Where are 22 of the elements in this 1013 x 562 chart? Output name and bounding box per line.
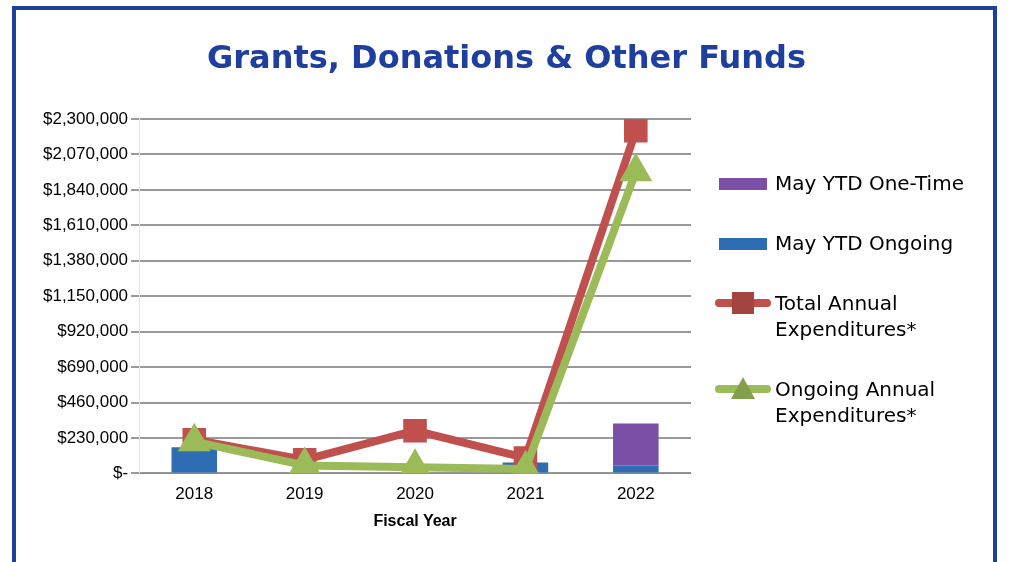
y-tick-label: $1,840,000 <box>42 179 129 199</box>
y-tick-label: $230,000 <box>57 427 129 447</box>
y-tick-label: $2,070,000 <box>42 144 129 164</box>
y-tick-label: $1,150,000 <box>42 285 129 305</box>
legend-label: May YTD One-Time <box>775 170 964 196</box>
y-tick-label: $2,300,000 <box>42 108 129 128</box>
legend-label: Ongoing Annual Expenditures* <box>775 376 937 428</box>
x-axis-title: Fiscal Year <box>373 511 457 529</box>
x-tick-label: 2019 <box>285 484 324 504</box>
x-tick-label: 2022 <box>616 484 655 504</box>
y-tick-label: $920,000 <box>57 321 129 341</box>
y-tick-label: $1,380,000 <box>42 250 129 270</box>
x-tick-label: 2020 <box>396 484 434 504</box>
legend-label: May YTD Ongoing <box>775 230 954 256</box>
x-tick-label: 2021 <box>506 484 545 504</box>
x-tick-label: 2018 <box>175 484 214 504</box>
chart-title: Grants, Donations & Other Funds <box>206 38 807 76</box>
y-tick-label: $460,000 <box>57 392 129 412</box>
y-tick-label: $- <box>112 463 129 483</box>
y-tick-label: $690,000 <box>57 356 129 376</box>
y-tick-label: $1,610,000 <box>42 215 129 235</box>
legend-label: Total Annual Expenditures* <box>775 290 918 342</box>
